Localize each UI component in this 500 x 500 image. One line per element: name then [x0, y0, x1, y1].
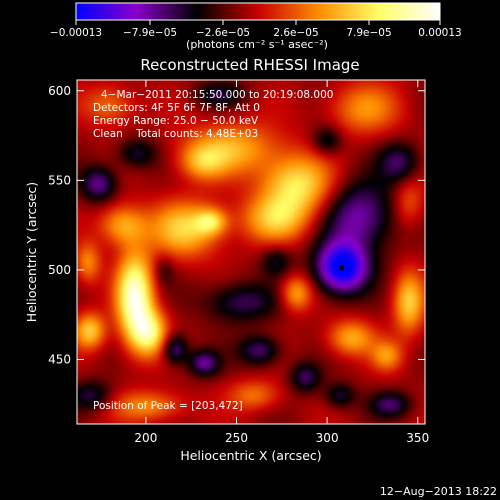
colorbar-tick-label: 2.6e−05	[273, 27, 318, 39]
footer-timestamp: 12−Aug−2013 18:22	[380, 485, 497, 498]
plot-area: 200 250 300 350 450 500 550 600	[48, 79, 429, 445]
colorbar-unit-label: (photons cm⁻² s⁻¹ asec⁻²)	[186, 38, 328, 51]
annotation-energy-range: Energy Range: 25.0 − 50.0 keV	[93, 115, 259, 127]
y-tick-label: 550	[48, 173, 71, 187]
colorbar-tick-label: 7.9e−05	[346, 27, 391, 39]
y-tick-label: 500	[48, 263, 71, 277]
x-tick-label: 300	[316, 431, 339, 445]
axis-ticks: 200 250 300 350 450 500 550 600	[48, 80, 429, 445]
annotation-detectors: Detectors: 4F 5F 6F 7F 8F, Att 0	[93, 102, 260, 114]
marked-point	[339, 265, 345, 271]
y-axis-label: Heliocentric Y (arcsec)	[24, 182, 39, 322]
annotation-time-range: 4−Mar−2011 20:15:50.000 to 20:19:08.000	[101, 89, 333, 101]
chart-title: Reconstructed RHESSI Image	[140, 56, 359, 74]
colorbar: −0.00013 −7.9e−05 −2.6e−05 2.6e−05 7.9e−05 0.…	[50, 2, 462, 51]
heatmap-image	[77, 80, 425, 424]
y-tick-label: 600	[48, 84, 71, 98]
colorbar-tick-label: −7.9e−05	[123, 27, 177, 39]
plot-frame	[76, 79, 426, 425]
x-tick-label: 350	[406, 431, 429, 445]
y-tick-label: 450	[48, 353, 71, 367]
peak-position-label: Position of Peak = [203,472]	[93, 400, 243, 412]
annotations: 4−Mar−2011 20:15:50.000 to 20:19:08.000 …	[93, 89, 333, 412]
x-tick-label: 200	[134, 431, 157, 445]
annotation-clean-counts: Clean Total counts: 4.48E+03	[93, 128, 258, 140]
colorbar-tick-label: 0.00013	[418, 27, 461, 39]
x-axis-label: Heliocentric X (arcsec)	[180, 448, 321, 463]
colorbar-ticks: −0.00013 −7.9e−05 −2.6e−05 2.6e−05 7.9e−05 0.…	[50, 20, 462, 39]
colorbar-gradient	[75, 2, 441, 21]
x-tick-label: 250	[225, 431, 248, 445]
colorbar-tick-label: −2.6e−05	[196, 27, 250, 39]
colorbar-tick-label: −0.00013	[50, 27, 102, 39]
